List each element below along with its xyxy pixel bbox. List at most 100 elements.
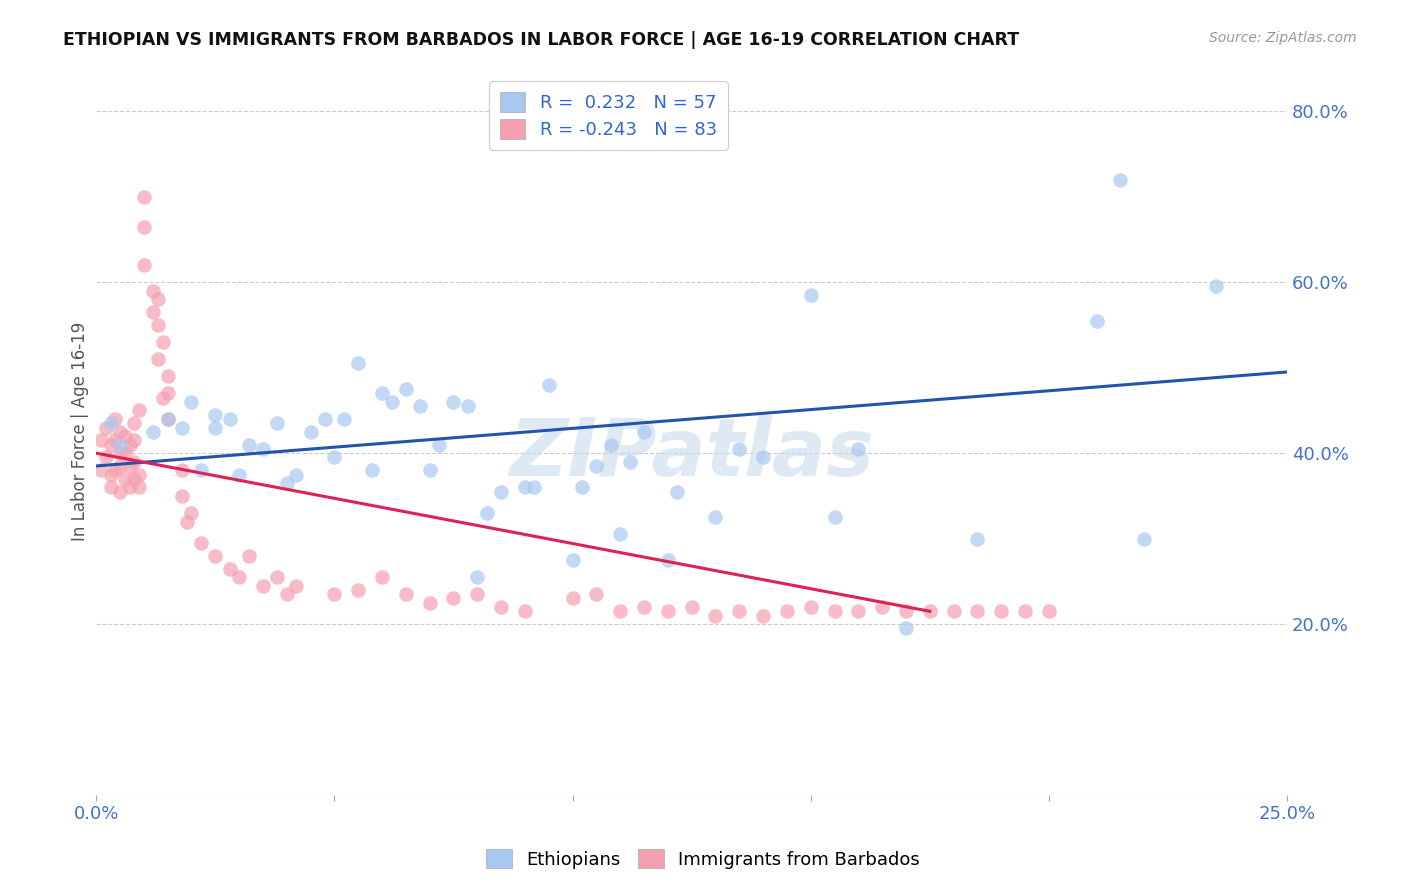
Point — [132, 258, 155, 272]
Point — [142, 305, 165, 319]
Point — [513, 480, 536, 494]
Point — [114, 472, 136, 486]
Point — [252, 579, 274, 593]
Point — [409, 399, 432, 413]
Point — [966, 532, 988, 546]
Point — [427, 437, 450, 451]
Point — [118, 437, 141, 451]
Point — [90, 463, 112, 477]
Point — [513, 604, 536, 618]
Point — [94, 420, 117, 434]
Point — [156, 412, 179, 426]
Point — [238, 549, 260, 563]
Point — [894, 604, 917, 618]
Point — [204, 549, 226, 563]
Point — [146, 293, 169, 307]
Point — [942, 604, 965, 618]
Point — [146, 318, 169, 332]
Point — [124, 455, 146, 469]
Point — [142, 425, 165, 439]
Point — [489, 600, 512, 615]
Point — [371, 570, 394, 584]
Point — [170, 420, 193, 434]
Point — [124, 416, 146, 430]
Point — [156, 369, 179, 384]
Point — [218, 561, 240, 575]
Point — [228, 570, 250, 584]
Point — [156, 412, 179, 426]
Point — [395, 382, 418, 396]
Point — [114, 429, 136, 443]
Point — [124, 472, 146, 486]
Text: ETHIOPIAN VS IMMIGRANTS FROM BARBADOS IN LABOR FORCE | AGE 16-19 CORRELATION CHA: ETHIOPIAN VS IMMIGRANTS FROM BARBADOS IN… — [63, 31, 1019, 49]
Point — [333, 412, 356, 426]
Point — [176, 515, 198, 529]
Point — [347, 582, 370, 597]
Point — [443, 591, 465, 606]
Point — [118, 480, 141, 494]
Point — [1014, 604, 1036, 618]
Point — [657, 553, 679, 567]
Point — [104, 463, 127, 477]
Point — [252, 442, 274, 456]
Point — [523, 480, 546, 494]
Point — [142, 284, 165, 298]
Point — [90, 434, 112, 448]
Point — [132, 219, 155, 234]
Point — [918, 604, 941, 618]
Point — [100, 416, 122, 430]
Point — [204, 420, 226, 434]
Point — [752, 608, 775, 623]
Point — [314, 412, 336, 426]
Point — [609, 527, 631, 541]
Point — [156, 386, 179, 401]
Point — [728, 442, 751, 456]
Point — [152, 334, 174, 349]
Point — [657, 604, 679, 618]
Point — [108, 484, 131, 499]
Point — [457, 399, 479, 413]
Point — [728, 604, 751, 618]
Point — [571, 480, 593, 494]
Point — [347, 356, 370, 370]
Point — [108, 437, 131, 451]
Point — [108, 446, 131, 460]
Point — [1038, 604, 1060, 618]
Point — [170, 489, 193, 503]
Point — [776, 604, 799, 618]
Point — [100, 467, 122, 482]
Point — [489, 484, 512, 499]
Point — [204, 408, 226, 422]
Point — [276, 587, 298, 601]
Point — [752, 450, 775, 465]
Point — [94, 450, 117, 465]
Point — [361, 463, 384, 477]
Point — [704, 608, 727, 623]
Point — [585, 458, 607, 473]
Point — [190, 463, 212, 477]
Point — [465, 587, 488, 601]
Point — [218, 412, 240, 426]
Text: Source: ZipAtlas.com: Source: ZipAtlas.com — [1209, 31, 1357, 45]
Point — [966, 604, 988, 618]
Text: ZIPatlas: ZIPatlas — [509, 415, 875, 492]
Point — [419, 463, 441, 477]
Point — [128, 403, 150, 417]
Point — [395, 587, 418, 601]
Point — [124, 434, 146, 448]
Point — [128, 480, 150, 494]
Point — [800, 288, 823, 302]
Point — [561, 553, 583, 567]
Point — [537, 377, 560, 392]
Point — [146, 352, 169, 367]
Point — [443, 395, 465, 409]
Point — [132, 190, 155, 204]
Point — [152, 391, 174, 405]
Point — [609, 604, 631, 618]
Point — [561, 591, 583, 606]
Point — [380, 395, 402, 409]
Point — [704, 510, 727, 524]
Point — [266, 570, 288, 584]
Point — [108, 458, 131, 473]
Point — [228, 467, 250, 482]
